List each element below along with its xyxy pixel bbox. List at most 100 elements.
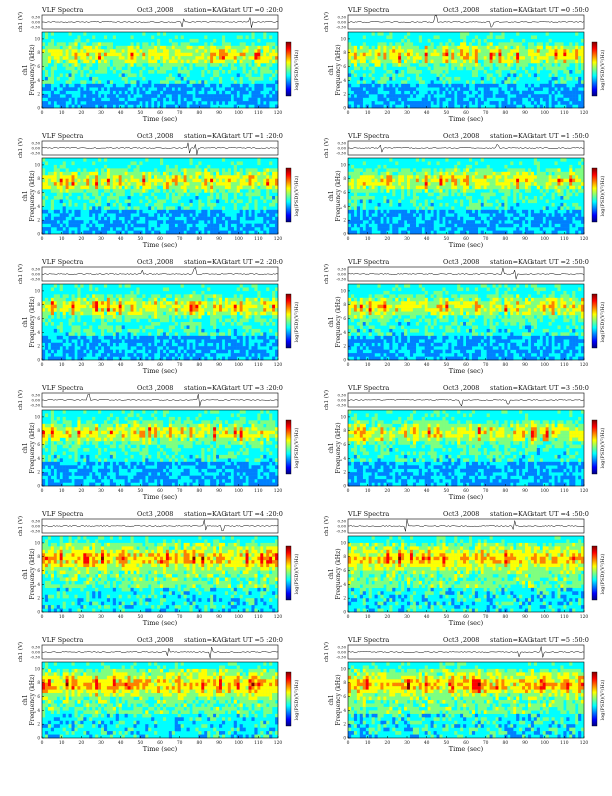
y-tick-label: 8 <box>343 680 346 685</box>
trace-tick-label: -0.30 <box>336 655 346 660</box>
x-tick-label: 20 <box>79 615 85 620</box>
x-tick-label: 110 <box>254 741 263 746</box>
colorbar <box>286 420 291 474</box>
x-tick-label: 40 <box>424 615 430 620</box>
x-tick-label: 120 <box>274 363 283 368</box>
x-tick-label: 120 <box>580 741 589 746</box>
x-tick-label: 20 <box>385 363 391 368</box>
panel-title: VLF Spectra <box>41 384 83 392</box>
panel-title: VLF Spectra <box>41 6 83 14</box>
x-tick-label: 100 <box>234 615 243 620</box>
x-tick-label: 90 <box>522 489 528 494</box>
x-tick-label: 10 <box>365 741 371 746</box>
panel-date: Oct3 ,2008 <box>137 132 173 140</box>
x-tick-label: 70 <box>177 237 183 242</box>
x-tick-label: 20 <box>79 111 85 116</box>
x-tick-label: 80 <box>503 237 509 242</box>
x-tick-label: 90 <box>216 363 222 368</box>
x-tick-label: 80 <box>503 363 509 368</box>
y-tick-label: 0 <box>37 106 40 111</box>
colorbar <box>286 672 291 726</box>
panel-date: Oct3 ,2008 <box>137 384 173 392</box>
x-tick-label: 90 <box>216 237 222 242</box>
channel-label: ch1 <box>328 190 335 201</box>
trace-axis-label: ch1 (V) <box>323 516 330 536</box>
panel-start-time: start UT =0 :50:0 <box>531 6 589 14</box>
x-tick-label: 110 <box>560 615 569 620</box>
x-axis-label: Time (sec) <box>143 619 178 627</box>
colorbar-label: log(PSD)(V²/Hz) <box>599 428 606 469</box>
panel-title: VLF Spectra <box>41 258 83 266</box>
y-tick-label: 0 <box>37 232 40 237</box>
panel-station: station=KAG <box>490 6 533 14</box>
trace-tick-label: -0.30 <box>30 151 40 156</box>
x-tick-label: 90 <box>522 363 528 368</box>
y-tick-label: 0 <box>37 610 40 615</box>
trace-axis-label: ch1 (V) <box>17 390 24 410</box>
panel-date: Oct3 ,2008 <box>137 6 173 14</box>
y-tick-label: 0 <box>37 358 40 363</box>
x-tick-label: 110 <box>560 111 569 116</box>
colorbar-label: log(PSD)(V²/Hz) <box>599 302 606 343</box>
y-tick-label: 2 <box>343 470 346 475</box>
y-tick-label: 8 <box>37 554 40 559</box>
y-axis-label: Frequency (kHz) <box>29 422 36 473</box>
x-tick-label: 110 <box>254 237 263 242</box>
panel-station: station=KAG <box>490 384 533 392</box>
trace-axis-label: ch1 (V) <box>323 138 330 158</box>
x-tick-label: 100 <box>540 363 549 368</box>
y-tick-label: 0 <box>343 232 346 237</box>
x-tick-label: 10 <box>59 363 65 368</box>
panel-date: Oct3 ,2008 <box>137 636 173 644</box>
x-tick-label: 100 <box>540 741 549 746</box>
x-tick-label: 100 <box>234 741 243 746</box>
x-tick-label: 30 <box>98 489 104 494</box>
channel-label: ch1 <box>328 442 335 453</box>
channel-label: ch1 <box>22 190 29 201</box>
x-axis-label: Time (sec) <box>449 115 484 123</box>
y-tick-label: 10 <box>341 36 347 41</box>
trace-axis-label: ch1 (V) <box>17 12 24 32</box>
x-axis-label: Time (sec) <box>143 493 178 501</box>
x-tick-label: 100 <box>234 111 243 116</box>
y-tick-label: 2 <box>37 596 40 601</box>
y-tick-label: 6 <box>343 64 346 69</box>
y-tick-label: 6 <box>37 442 40 447</box>
x-tick-label: 100 <box>540 489 549 494</box>
colorbar-label: log(PSD)(V²/Hz) <box>293 554 300 595</box>
spectrogram-cells <box>348 410 584 486</box>
x-tick-label: 0 <box>347 237 350 242</box>
x-tick-label: 20 <box>385 237 391 242</box>
x-tick-label: 80 <box>197 363 203 368</box>
x-tick-label: 20 <box>79 237 85 242</box>
panel-title: VLF Spectra <box>41 132 83 140</box>
x-axis-label: Time (sec) <box>143 115 178 123</box>
y-tick-label: 8 <box>343 428 346 433</box>
x-tick-label: 70 <box>177 741 183 746</box>
channel-label: ch1 <box>22 568 29 579</box>
spectrogram-cells <box>348 284 584 360</box>
y-tick-label: 0 <box>343 610 346 615</box>
y-tick-label: 4 <box>37 708 40 713</box>
x-tick-label: 80 <box>503 111 509 116</box>
y-tick-label: 6 <box>343 694 346 699</box>
trace-tick-label: -0.30 <box>30 655 40 660</box>
channel-label: ch1 <box>328 694 335 705</box>
y-tick-label: 0 <box>37 736 40 741</box>
x-tick-label: 0 <box>347 615 350 620</box>
panel-title: VLF Spectra <box>41 636 83 644</box>
y-tick-label: 10 <box>341 288 347 293</box>
trace-frame <box>42 519 278 533</box>
x-tick-label: 70 <box>483 741 489 746</box>
y-tick-label: 2 <box>343 344 346 349</box>
x-tick-label: 120 <box>580 111 589 116</box>
x-tick-label: 10 <box>365 363 371 368</box>
x-tick-label: 10 <box>59 111 65 116</box>
panel-title: VLF Spectra <box>347 132 389 140</box>
